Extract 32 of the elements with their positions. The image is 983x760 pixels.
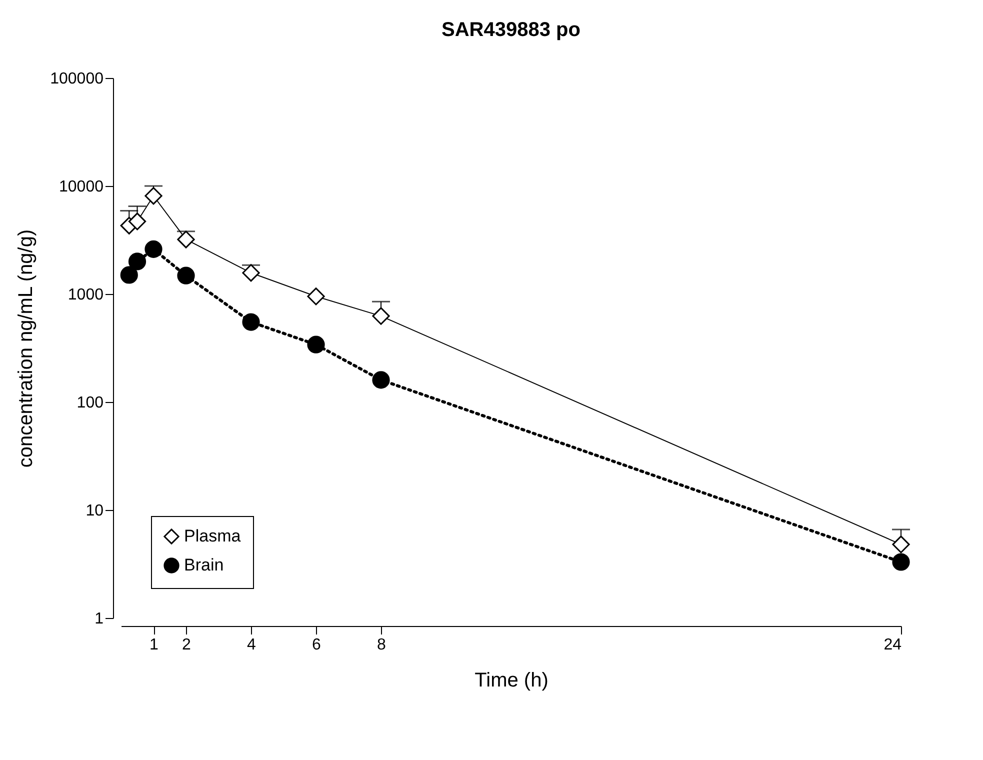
legend-label: Plasma	[184, 526, 242, 546]
point	[120, 266, 138, 284]
point	[892, 536, 910, 554]
y-tick-label: 1000	[68, 286, 104, 304]
x-tick-label: 4	[247, 636, 256, 654]
y-tick-label: 1	[94, 610, 104, 628]
chart-title: SAR439883 po	[442, 19, 580, 41]
point	[892, 553, 910, 571]
point	[307, 336, 325, 354]
point	[177, 230, 195, 248]
y-tick-label: 10	[86, 502, 104, 520]
point	[144, 187, 162, 205]
y-tick-label: 100000	[50, 70, 104, 88]
point	[128, 212, 146, 230]
legend-label: Brain	[184, 556, 224, 574]
x-tick-label: 8	[377, 636, 386, 654]
point	[307, 288, 325, 306]
point	[144, 240, 162, 258]
x-tick-label: 2	[182, 636, 192, 654]
y-tick-label: 10000	[59, 178, 104, 196]
x-tick-label: 6	[312, 636, 322, 654]
point	[242, 264, 260, 282]
point	[372, 371, 390, 389]
y-tick-label: 100	[76, 394, 104, 412]
y-axis-title: concentration ng/mL (ng/g)	[15, 229, 38, 468]
x-tick-label: 24	[884, 636, 902, 654]
point	[242, 313, 260, 331]
point	[372, 307, 390, 325]
point	[128, 252, 146, 270]
x-tick-label: 1	[150, 636, 159, 654]
point	[177, 266, 195, 284]
x-axis-title: Time (h)	[474, 670, 548, 692]
